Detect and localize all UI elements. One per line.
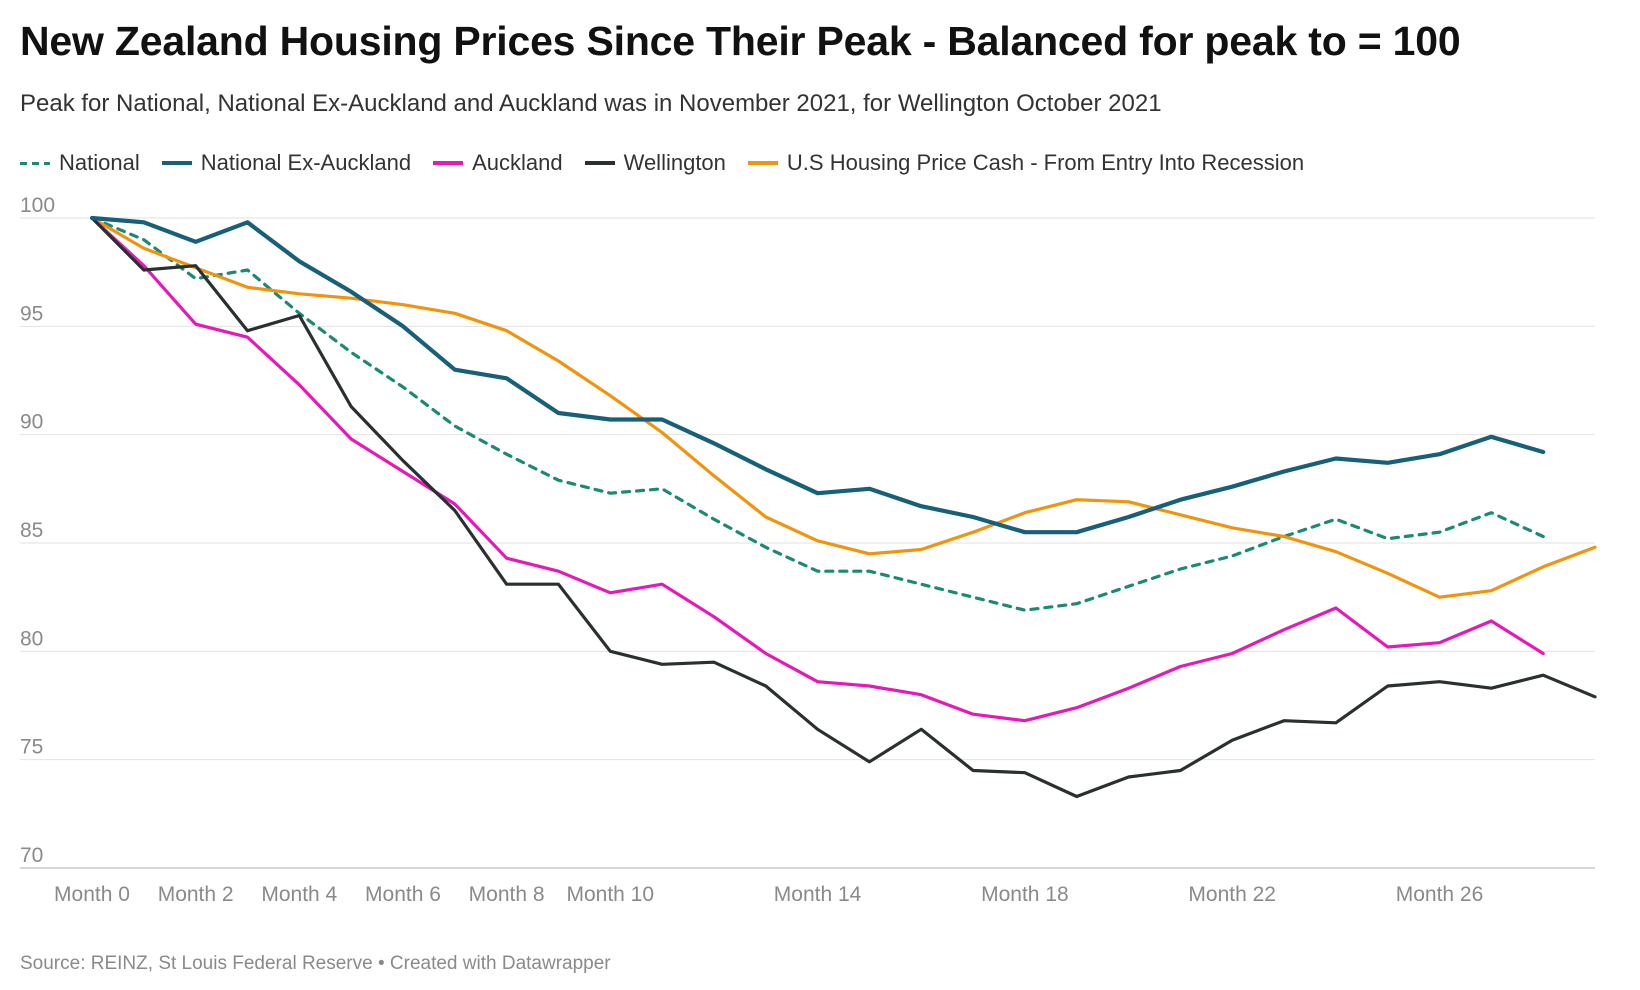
chart-title: New Zealand Housing Prices Since Their P…	[20, 18, 1461, 64]
legend-swatch	[20, 161, 50, 165]
x-tick-label: Month 4	[261, 883, 337, 906]
x-tick-label: Month 10	[566, 883, 654, 906]
series-line-national-ex-auckland	[89, 215, 1546, 535]
legend-item: National	[20, 150, 140, 176]
x-tick-label: Month 26	[1396, 883, 1484, 906]
y-tick-label: 75	[20, 736, 43, 759]
x-tick-label: Month 14	[774, 883, 862, 906]
y-tick-label: 95	[20, 302, 43, 325]
y-axis: 100 95 90 85 80 75 70	[20, 194, 55, 867]
x-axis: Month 0 Month 2 Month 4 Month 6 Month 8 Month…	[54, 883, 1483, 906]
legend-item: National Ex-Auckland	[161, 150, 412, 176]
x-tick-label: Month 22	[1188, 883, 1276, 906]
series-lines	[89, 215, 1597, 799]
source-note: Source: REINZ, St Louis Federal Reserve …	[20, 953, 611, 974]
legend-label: Auckland	[472, 150, 563, 175]
legend-swatch	[433, 161, 464, 165]
y-tick-label: 85	[20, 519, 43, 542]
series-line-national	[90, 216, 1545, 612]
legend-swatch	[161, 161, 192, 165]
chart-legend: National National Ex-Auckland Auckland Well…	[20, 150, 1326, 176]
legend-label: National	[59, 150, 140, 175]
legend-label: National Ex-Auckland	[200, 150, 412, 175]
y-tick-label: 70	[20, 844, 43, 867]
x-tick-label: Month 0	[54, 883, 130, 906]
y-tick-label: 90	[20, 411, 43, 434]
legend-label: Wellington	[623, 150, 726, 175]
x-tick-label: Month 8	[469, 883, 545, 906]
x-tick-label: Month 18	[981, 883, 1069, 906]
series-line-u-s-housing-price-cash-from-entry-into-recession	[90, 216, 1597, 599]
legend-swatch	[747, 161, 778, 165]
series-line-wellington	[90, 216, 1597, 799]
legend-item: U.S Housing Price Cash - From Entry Into…	[747, 150, 1305, 176]
legend-label: U.S Housing Price Cash - From Entry Into…	[786, 150, 1305, 175]
legend-item: Auckland	[433, 150, 563, 176]
y-tick-label: 80	[20, 627, 43, 650]
chart-subtitle: Peak for National, National Ex-Auckland …	[20, 90, 1162, 117]
x-tick-label: Month 2	[158, 883, 234, 906]
x-tick-label: Month 6	[365, 883, 441, 906]
series-line-auckland	[90, 216, 1545, 723]
grid-lines	[20, 217, 1595, 869]
legend-item: Wellington	[584, 150, 726, 176]
y-tick-label: 100	[20, 194, 55, 217]
legend-swatch	[584, 161, 615, 165]
